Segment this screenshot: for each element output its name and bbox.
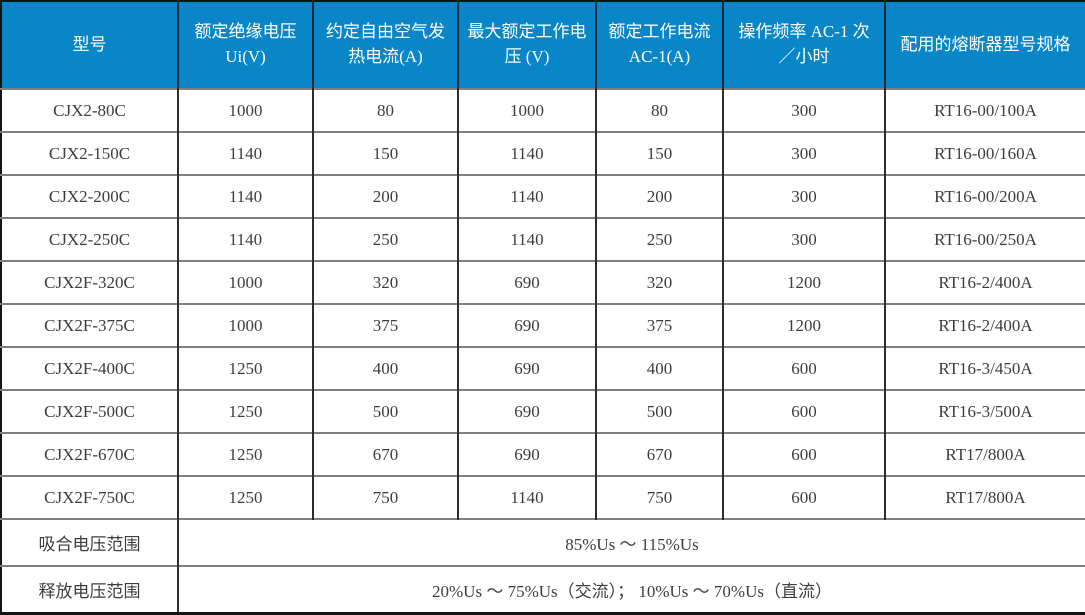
table-row: CJX2F-500C 1250 500 690 500 600 RT16-3/500A	[1, 389, 1085, 433]
column-header-working-current: 额定工作电流 AC-1(A)	[595, 1, 723, 89]
cell-model: CJX2F-320C	[1, 260, 178, 304]
cell-operating-frequency: 600	[722, 389, 885, 433]
cell-max-working-voltage: 1140	[457, 131, 596, 175]
column-header-insulation-voltage: 额定绝缘电压 Ui(V)	[177, 1, 313, 89]
cell-insulation-voltage: 1000	[177, 88, 313, 132]
cell-thermal-current: 750	[312, 475, 458, 519]
cell-working-current: 80	[595, 88, 723, 132]
cell-working-current: 750	[595, 475, 723, 519]
cell-working-current: 400	[595, 346, 723, 390]
cell-insulation-voltage: 1140	[177, 174, 313, 218]
cell-operating-frequency: 300	[722, 174, 885, 218]
cell-thermal-current: 80	[312, 88, 458, 132]
column-header-model: 型号	[1, 1, 178, 89]
table-row: CJX2-250C 1140 250 1140 250 300 RT16-00/250A	[1, 217, 1085, 261]
table-row: CJX2F-670C 1250 670 690 670 600 RT17/800A	[1, 432, 1085, 476]
cell-thermal-current: 150	[312, 131, 458, 175]
cell-insulation-voltage: 1000	[177, 303, 313, 347]
cell-model: CJX2-80C	[1, 88, 178, 132]
cell-model: CJX2F-375C	[1, 303, 178, 347]
cell-insulation-voltage: 1250	[177, 432, 313, 476]
cell-fuse-spec: RT16-00/250A	[884, 217, 1085, 261]
header-row: 型号 额定绝缘电压 Ui(V) 约定自由空气发热电流(A) 最大额定工作电压 (…	[1, 1, 1085, 89]
cell-model: CJX2F-750C	[1, 475, 178, 519]
cell-model: CJX2F-500C	[1, 389, 178, 433]
table-row: CJX2F-750C 1250 750 1140 750 600 RT17/800A	[1, 475, 1085, 519]
cell-fuse-spec: RT16-3/500A	[884, 389, 1085, 433]
footer-label-pickup-voltage: 吸合电压范围	[1, 518, 178, 566]
footer-value-release-voltage: 20%Us ～ 75%Us（交流）； 10%Us ～ 70%Us（直流）	[177, 565, 1085, 613]
cell-model: CJX2F-400C	[1, 346, 178, 390]
cell-model: CJX2-150C	[1, 131, 178, 175]
cell-max-working-voltage: 1140	[457, 217, 596, 261]
cell-fuse-spec: RT16-00/160A	[884, 131, 1085, 175]
cell-thermal-current: 200	[312, 174, 458, 218]
cell-max-working-voltage: 1000	[457, 88, 596, 132]
cell-working-current: 250	[595, 217, 723, 261]
column-header-operating-frequency: 操作频率 AC-1 次／小时	[722, 1, 885, 89]
cell-insulation-voltage: 1140	[177, 131, 313, 175]
cell-thermal-current: 250	[312, 217, 458, 261]
footer-row-pickup-voltage: 吸合电压范围 85%Us ～ 115%Us	[1, 518, 1085, 566]
table-row: CJX2-80C 1000 80 1000 80 300 RT16-00/100A	[1, 88, 1085, 132]
footer-value-pickup-voltage: 85%Us ～ 115%Us	[177, 518, 1085, 566]
table-row: CJX2F-320C 1000 320 690 320 1200 RT16-2/400A	[1, 260, 1085, 304]
cell-max-working-voltage: 690	[457, 260, 596, 304]
cell-working-current: 200	[595, 174, 723, 218]
cell-working-current: 670	[595, 432, 723, 476]
cell-insulation-voltage: 1250	[177, 475, 313, 519]
cell-fuse-spec: RT17/800A	[884, 475, 1085, 519]
cell-thermal-current: 400	[312, 346, 458, 390]
table-row: CJX2F-375C 1000 375 690 375 1200 RT16-2/400A	[1, 303, 1085, 347]
cell-operating-frequency: 600	[722, 432, 885, 476]
cell-model: CJX2F-670C	[1, 432, 178, 476]
footer-row-release-voltage: 释放电压范围 20%Us ～ 75%Us（交流）； 10%Us ～ 70%Us（…	[1, 565, 1085, 613]
table-body: CJX2-80C 1000 80 1000 80 300 RT16-00/100A CJX2-…	[1, 88, 1085, 519]
cell-insulation-voltage: 1000	[177, 260, 313, 304]
cell-working-current: 150	[595, 131, 723, 175]
cell-thermal-current: 670	[312, 432, 458, 476]
table-row: CJX2-150C 1140 150 1140 150 300 RT16-00/160A	[1, 131, 1085, 175]
cell-thermal-current: 500	[312, 389, 458, 433]
cell-model: CJX2-200C	[1, 174, 178, 218]
cell-operating-frequency: 300	[722, 217, 885, 261]
column-header-max-working-voltage: 最大额定工作电压 (V)	[457, 1, 596, 89]
cell-max-working-voltage: 690	[457, 389, 596, 433]
cell-working-current: 500	[595, 389, 723, 433]
cell-insulation-voltage: 1250	[177, 346, 313, 390]
cell-fuse-spec: RT16-00/100A	[884, 88, 1085, 132]
cell-thermal-current: 320	[312, 260, 458, 304]
cell-fuse-spec: RT17/800A	[884, 432, 1085, 476]
cell-max-working-voltage: 690	[457, 432, 596, 476]
cell-operating-frequency: 600	[722, 475, 885, 519]
cell-operating-frequency: 1200	[722, 260, 885, 304]
column-header-thermal-current: 约定自由空气发热电流(A)	[312, 1, 458, 89]
cell-max-working-voltage: 1140	[457, 475, 596, 519]
cell-fuse-spec: RT16-2/400A	[884, 260, 1085, 304]
cell-working-current: 375	[595, 303, 723, 347]
cell-operating-frequency: 1200	[722, 303, 885, 347]
cell-insulation-voltage: 1140	[177, 217, 313, 261]
cell-operating-frequency: 300	[722, 88, 885, 132]
cell-max-working-voltage: 1140	[457, 174, 596, 218]
cell-fuse-spec: RT16-3/450A	[884, 346, 1085, 390]
table-row: CJX2-200C 1140 200 1140 200 300 RT16-00/200A	[1, 174, 1085, 218]
cell-thermal-current: 375	[312, 303, 458, 347]
cell-insulation-voltage: 1250	[177, 389, 313, 433]
column-header-fuse-spec: 配用的熔断器型号规格	[884, 1, 1085, 89]
cell-operating-frequency: 300	[722, 131, 885, 175]
cell-max-working-voltage: 690	[457, 346, 596, 390]
footer-label-release-voltage: 释放电压范围	[1, 565, 178, 613]
cell-working-current: 320	[595, 260, 723, 304]
table-row: CJX2F-400C 1250 400 690 400 600 RT16-3/450A	[1, 346, 1085, 390]
cell-fuse-spec: RT16-2/400A	[884, 303, 1085, 347]
cell-fuse-spec: RT16-00/200A	[884, 174, 1085, 218]
cell-operating-frequency: 600	[722, 346, 885, 390]
cell-model: CJX2-250C	[1, 217, 178, 261]
cell-max-working-voltage: 690	[457, 303, 596, 347]
